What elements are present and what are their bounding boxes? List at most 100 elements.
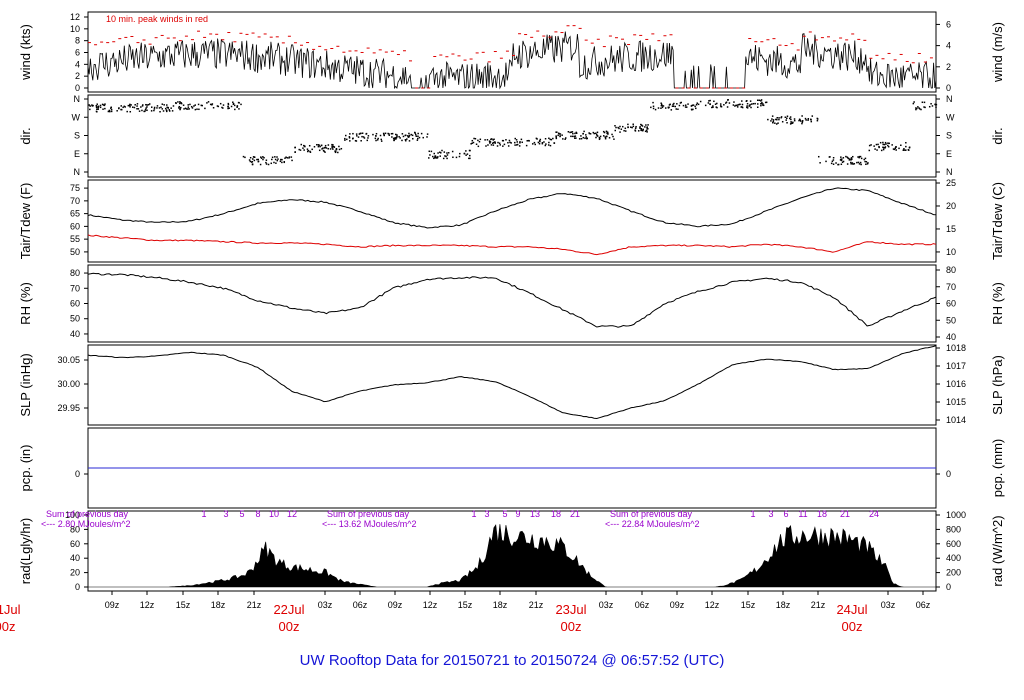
dir-point — [516, 143, 519, 146]
right-tick-label: 1016 — [946, 379, 966, 389]
dir-point — [603, 131, 606, 134]
dir-point — [354, 139, 357, 142]
dir-point — [279, 160, 282, 163]
ylabel-right-wind: wind (m/s) — [990, 22, 1005, 83]
hour-mark-label: 1 — [471, 509, 476, 519]
dir-point — [607, 133, 609, 135]
dir-point — [437, 152, 439, 154]
x-tick-label: 21z — [247, 600, 262, 610]
dir-point — [383, 133, 385, 136]
dir-point — [320, 144, 323, 147]
dir-point — [201, 104, 204, 107]
dir-point — [160, 106, 162, 109]
dir-point — [211, 103, 214, 105]
dir-point — [234, 108, 236, 111]
dir-point — [458, 155, 461, 158]
dir-point — [847, 157, 849, 160]
dir-point — [430, 150, 433, 153]
dir-point — [120, 105, 122, 107]
dir-point — [934, 103, 936, 106]
dir-point — [469, 154, 471, 157]
dir-point — [661, 103, 663, 106]
x-tick-label: 18z — [493, 600, 508, 610]
dir-point — [634, 127, 637, 130]
left-tick-label: 60 — [70, 299, 80, 309]
dir-point — [697, 103, 700, 106]
dir-point — [180, 102, 183, 105]
dir-point — [382, 132, 385, 135]
dir-point — [858, 156, 860, 159]
dir-point — [635, 125, 637, 128]
dir-point — [548, 141, 550, 144]
dir-point — [332, 145, 335, 148]
dir-point — [850, 159, 852, 161]
dir-point — [168, 109, 170, 111]
dir-point — [306, 150, 309, 153]
dir-point — [494, 141, 496, 143]
dir-point — [375, 132, 378, 135]
dir-point — [672, 103, 674, 106]
panel-frame-rad — [87, 510, 937, 592]
dir-point — [603, 135, 605, 137]
dir-point — [227, 103, 230, 106]
dir-point — [786, 115, 789, 117]
hour-mark-label: 24 — [869, 509, 879, 519]
left-tick-label: 40 — [70, 553, 80, 563]
dir-point — [898, 147, 900, 150]
dir-point — [489, 141, 492, 143]
dir-point — [801, 121, 804, 123]
dir-point — [570, 131, 573, 133]
dir-point — [801, 120, 804, 122]
dir-point — [780, 116, 782, 119]
dir-point — [141, 105, 144, 107]
dir-point — [433, 157, 435, 160]
dir-point — [404, 139, 407, 141]
dir-point — [327, 144, 330, 146]
dir-point — [772, 119, 775, 121]
dir-point — [363, 137, 366, 139]
dir-point — [695, 103, 698, 106]
dir-point — [885, 143, 887, 145]
dir-point — [146, 109, 148, 112]
dir-point — [868, 149, 871, 152]
dir-point — [133, 106, 136, 109]
dir-point — [394, 137, 396, 139]
dir-point — [801, 115, 803, 117]
dir-point — [493, 138, 495, 141]
dir-point — [194, 108, 197, 111]
dir-point — [332, 144, 334, 146]
x-tick-label: 06z — [353, 600, 368, 610]
dir-point — [637, 130, 640, 132]
dir-point — [924, 106, 926, 109]
dir-point — [595, 132, 597, 135]
dir-point — [253, 156, 256, 158]
dir-point — [589, 133, 592, 135]
dir-point — [670, 109, 673, 111]
dir-point — [846, 156, 849, 158]
hour-mark-label: 1 — [750, 509, 755, 519]
dir-point — [249, 160, 252, 163]
dir-point — [894, 147, 897, 149]
dir-point — [585, 134, 587, 136]
dir-point — [741, 100, 743, 102]
dir-point — [302, 147, 304, 149]
dir-point — [352, 132, 354, 135]
dir-point — [327, 147, 329, 150]
dir-point — [140, 106, 142, 108]
dir-point — [396, 135, 398, 138]
left-tick-label: 10 — [70, 24, 80, 34]
dir-point — [338, 148, 341, 151]
dir-point — [286, 157, 289, 159]
dir-point — [375, 139, 377, 142]
panel-frame-rh — [87, 264, 937, 343]
dir-point — [459, 152, 461, 155]
dir-point — [615, 126, 617, 129]
dir-point — [186, 108, 189, 110]
left-tick-label: S — [74, 131, 80, 141]
dir-point — [860, 163, 862, 166]
dir-point — [267, 163, 270, 166]
dir-point — [414, 133, 417, 136]
dir-point — [96, 108, 98, 110]
dir-point — [273, 161, 275, 164]
dir-point — [765, 101, 768, 104]
